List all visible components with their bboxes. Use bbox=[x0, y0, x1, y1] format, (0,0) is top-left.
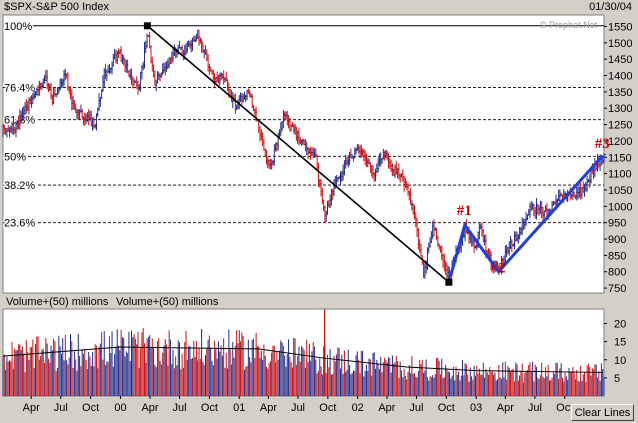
volume-tick-label: 20 bbox=[614, 319, 626, 331]
x-tick-label: Apr bbox=[23, 402, 40, 414]
price-tick-label: 1150 bbox=[608, 152, 632, 164]
x-tick-label: 03 bbox=[470, 402, 482, 414]
price-tick-label: 800 bbox=[608, 267, 626, 279]
x-tick-label: Oct bbox=[438, 402, 455, 414]
price-tick-label: 1400 bbox=[608, 71, 632, 83]
x-tick-label: Apr bbox=[260, 402, 277, 414]
price-tick-label: 1200 bbox=[608, 136, 632, 148]
volume-label: Volume+(50) millions bbox=[6, 296, 109, 308]
price-tick-label: 950 bbox=[608, 218, 626, 230]
price-tick-label: 1350 bbox=[608, 87, 632, 99]
volume-moving-average bbox=[2, 346, 603, 373]
trendline-anchor[interactable] bbox=[445, 278, 453, 286]
x-tick-label: 00 bbox=[114, 402, 126, 414]
x-tick-label: Oct bbox=[82, 402, 99, 414]
price-tick-label: 850 bbox=[608, 250, 626, 262]
volume-tick-label: 10 bbox=[614, 355, 626, 367]
x-tick-label: 02 bbox=[352, 402, 364, 414]
price-tick-label: 1050 bbox=[608, 185, 632, 197]
volume-label: Volume+(50) millions bbox=[116, 296, 219, 308]
x-tick-label: Oct bbox=[201, 402, 218, 414]
clear-lines-button[interactable]: Clear Lines bbox=[571, 404, 634, 421]
fib-level-label: 100% bbox=[4, 21, 32, 33]
x-tick-label: 01 bbox=[233, 402, 245, 414]
x-axis: Apr Jul Oct 00 Apr Jul Oct 01 Apr Jul Oct 02 Apr Jul O… bbox=[23, 396, 573, 414]
price-tick-label: 1450 bbox=[608, 54, 632, 66]
x-tick-label: Jul bbox=[291, 402, 305, 414]
fib-level-label: 23.6% bbox=[4, 218, 35, 230]
volume-tick-label: 15 bbox=[614, 337, 626, 349]
fib-level-label: 76.4% bbox=[4, 83, 35, 95]
fib-level-label: 38.2% bbox=[4, 180, 35, 192]
price-tick-label: 1100 bbox=[608, 169, 632, 181]
chart-date: 01/30/04 bbox=[589, 1, 632, 13]
x-tick-label: Oct bbox=[556, 402, 573, 414]
price-tick-label: 1300 bbox=[608, 103, 632, 115]
x-tick-label: Oct bbox=[319, 402, 336, 414]
volume-plot-area bbox=[2, 308, 605, 397]
price-tick-label: 1500 bbox=[608, 38, 632, 50]
volume-tick-label: 5 bbox=[614, 373, 620, 385]
x-tick-label: Apr bbox=[378, 402, 395, 414]
pattern-line bbox=[447, 154, 604, 283]
downtrend-line bbox=[146, 25, 450, 283]
pattern-label: #3 bbox=[595, 136, 610, 152]
volume-panel: 5 10 15 20 Volume+(50) millions Volume+(50) m… bbox=[2, 296, 626, 397]
x-tick-label: Apr bbox=[141, 402, 158, 414]
pattern-label: #1 bbox=[457, 203, 472, 219]
x-tick-label: Jul bbox=[409, 402, 423, 414]
price-panel: 750 800 850 900 950 1000 1050 1100 1150 1200 1250 1… bbox=[2, 14, 632, 295]
watermark: © Prophet.Net bbox=[540, 20, 598, 30]
chart-title: $SPX-S&P 500 Index bbox=[4, 1, 109, 13]
volume-bars bbox=[2, 327, 605, 396]
price-bars bbox=[2, 29, 606, 281]
price-tick-label: 750 bbox=[608, 283, 626, 295]
pattern-label: #2 bbox=[491, 260, 506, 276]
fib-level-label: 50% bbox=[4, 151, 26, 163]
trendline-anchor[interactable] bbox=[143, 22, 151, 30]
x-tick-label: Jul bbox=[173, 402, 187, 414]
price-tick-label: 1000 bbox=[608, 201, 632, 213]
price-tick-label: 1550 bbox=[608, 21, 632, 33]
x-tick-label: Apr bbox=[497, 402, 514, 414]
x-tick-label: Jul bbox=[54, 402, 68, 414]
x-tick-label: Jul bbox=[528, 402, 542, 414]
price-plot-area bbox=[2, 14, 605, 294]
price-tick-label: 900 bbox=[608, 234, 626, 246]
price-tick-label: 1250 bbox=[608, 120, 632, 132]
